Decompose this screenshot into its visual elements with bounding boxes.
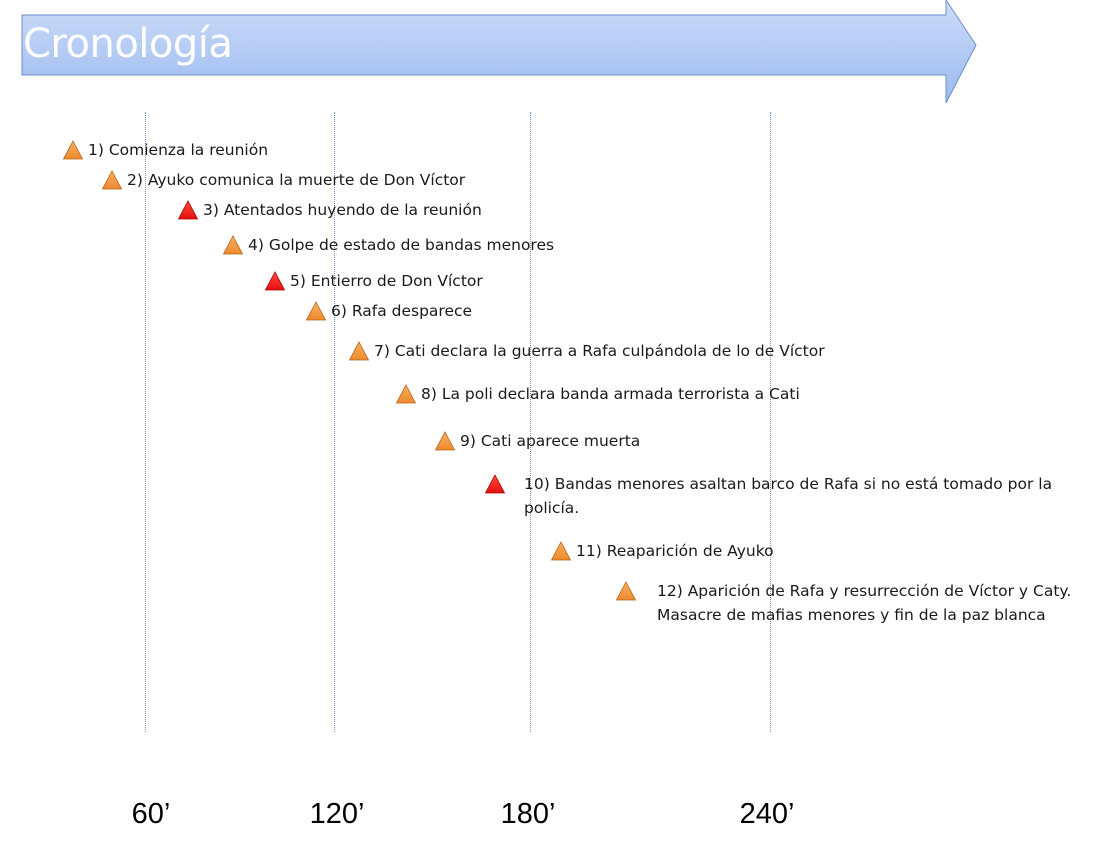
- event-item: 1) Comienza la reunión: [62, 138, 268, 162]
- tick-label: 60’: [131, 798, 171, 830]
- event-label: 5) Entierro de Don Víctor: [290, 272, 483, 290]
- event-label: 3) Atentados huyendo de la reunión: [203, 201, 482, 219]
- orange-triangle-marker-icon: [101, 170, 123, 190]
- event-label: 10) Bandas menores asaltan barco de Rafa…: [524, 475, 1053, 517]
- event-item: 2) Ayuko comunica la muerte de Don Vícto…: [101, 168, 465, 192]
- page-title: Cronología: [23, 21, 233, 67]
- event-item: 9) Cati aparece muerta: [434, 429, 640, 453]
- orange-triangle-marker-icon: [550, 541, 572, 561]
- orange-triangle-marker-icon: [434, 431, 456, 451]
- event-label: 1) Comienza la reunión: [88, 141, 269, 159]
- event-item: 7) Cati declara la guerra a Rafa culpánd…: [348, 339, 825, 363]
- red-triangle-marker-icon: [484, 474, 506, 494]
- red-triangle-marker-icon: [264, 271, 286, 291]
- tick-label: 240’: [739, 798, 795, 830]
- event-label: 9) Cati aparece muerta: [460, 432, 641, 450]
- event-label: 2) Ayuko comunica la muerte de Don Vícto…: [127, 171, 466, 189]
- gridline: [334, 112, 335, 732]
- title-arrow-banner: [21, 0, 977, 104]
- orange-triangle-marker-icon: [62, 140, 84, 160]
- orange-triangle-marker-icon: [395, 384, 417, 404]
- tick-label: 120’: [309, 798, 365, 830]
- red-triangle-marker-icon: [177, 200, 199, 220]
- event-item: 11) Reaparición de Ayuko: [550, 539, 774, 563]
- event-item: 12) Aparición de Rafa y resurrección de …: [615, 579, 1097, 627]
- tick-label: 180’: [500, 798, 556, 830]
- event-label: 8) La poli declara banda armada terroris…: [421, 385, 800, 403]
- orange-triangle-marker-icon: [348, 341, 370, 361]
- event-label: 6) Rafa desparece: [331, 302, 473, 320]
- gridline: [145, 112, 146, 732]
- event-label: 11) Reaparición de Ayuko: [576, 542, 774, 560]
- event-item: 4) Golpe de estado de bandas menores: [222, 233, 554, 257]
- orange-triangle-marker-icon: [615, 581, 637, 601]
- event-item: 10) Bandas menores asaltan barco de Rafa…: [484, 472, 1084, 520]
- orange-triangle-marker-icon: [222, 235, 244, 255]
- event-item: 8) La poli declara banda armada terroris…: [395, 382, 800, 406]
- gridline: [530, 112, 531, 732]
- event-label: 4) Golpe de estado de bandas menores: [248, 236, 555, 254]
- event-item: 6) Rafa desparece: [305, 299, 472, 323]
- event-label: 12) Aparición de Rafa y resurrección de …: [657, 582, 1072, 624]
- arrow-shape: [21, 0, 977, 104]
- event-item: 5) Entierro de Don Víctor: [264, 269, 483, 293]
- orange-triangle-marker-icon: [305, 301, 327, 321]
- event-label: 7) Cati declara la guerra a Rafa culpánd…: [374, 342, 825, 360]
- gridline: [770, 112, 771, 732]
- event-item: 3) Atentados huyendo de la reunión: [177, 198, 482, 222]
